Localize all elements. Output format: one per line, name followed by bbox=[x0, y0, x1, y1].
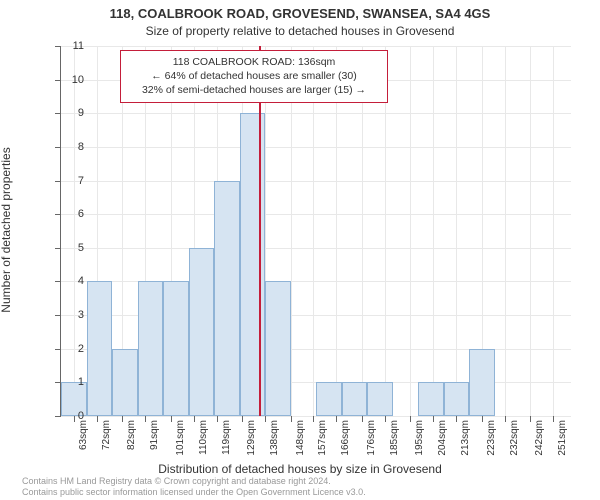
x-tick bbox=[313, 416, 314, 422]
x-tick-label: 91sqm bbox=[149, 420, 160, 450]
x-tick bbox=[553, 416, 554, 422]
x-tick-label: 232sqm bbox=[509, 420, 520, 456]
grid-line-h bbox=[61, 214, 571, 215]
histogram-bar bbox=[87, 281, 113, 416]
x-tick bbox=[97, 416, 98, 422]
y-tick-label: 4 bbox=[60, 275, 84, 287]
info-box: 118 COALBROOK ROAD: 136sqm ← 64% of deta… bbox=[120, 50, 388, 103]
info-box-line3: 32% of semi-detached houses are larger (… bbox=[127, 83, 381, 97]
chart-title-main: 118, COALBROOK ROAD, GROVESEND, SWANSEA,… bbox=[0, 6, 600, 21]
histogram-bar bbox=[342, 382, 368, 416]
x-tick-label: 82sqm bbox=[126, 420, 137, 450]
x-tick-label: 242sqm bbox=[534, 420, 545, 456]
x-tick-label: 204sqm bbox=[437, 420, 448, 456]
x-tick bbox=[265, 416, 266, 422]
x-tick-label: 101sqm bbox=[175, 420, 186, 456]
x-tick-label: 138sqm bbox=[269, 420, 280, 456]
y-tick-label: 5 bbox=[60, 242, 84, 254]
x-tick bbox=[482, 416, 483, 422]
x-tick bbox=[505, 416, 506, 422]
x-tick bbox=[217, 416, 218, 422]
y-tick-label: 11 bbox=[60, 40, 84, 52]
x-tick-label: 119sqm bbox=[221, 420, 232, 455]
grid-line-h bbox=[61, 248, 571, 249]
histogram-bar bbox=[112, 349, 138, 416]
x-tick-label: 157sqm bbox=[317, 420, 328, 456]
info-box-line2: ← 64% of detached houses are smaller (30… bbox=[127, 69, 381, 83]
x-tick-label: 213sqm bbox=[460, 420, 471, 456]
y-tick-label: 3 bbox=[60, 309, 84, 321]
grid-line-v bbox=[505, 46, 506, 416]
histogram-bar bbox=[418, 382, 444, 416]
x-tick-label: 251sqm bbox=[557, 420, 568, 456]
x-tick bbox=[122, 416, 123, 422]
x-tick bbox=[336, 416, 337, 422]
x-tick bbox=[456, 416, 457, 422]
x-tick bbox=[410, 416, 411, 422]
x-tick-label: 72sqm bbox=[101, 420, 112, 450]
grid-line-h bbox=[61, 113, 571, 114]
chart-container: 118, COALBROOK ROAD, GROVESEND, SWANSEA,… bbox=[0, 0, 600, 500]
x-tick-label: 166sqm bbox=[340, 420, 351, 456]
x-tick bbox=[194, 416, 195, 422]
grid-line-v bbox=[433, 46, 434, 416]
y-tick-label: 1 bbox=[60, 376, 84, 388]
y-tick-label: 8 bbox=[60, 141, 84, 153]
y-tick-label: 10 bbox=[60, 74, 84, 86]
histogram-bar bbox=[163, 281, 189, 416]
x-tick bbox=[145, 416, 146, 422]
chart-title-sub: Size of property relative to detached ho… bbox=[0, 24, 600, 38]
x-tick-label: 63sqm bbox=[78, 420, 89, 450]
x-tick-label: 185sqm bbox=[389, 420, 400, 456]
x-tick-label: 176sqm bbox=[366, 420, 377, 456]
x-tick bbox=[433, 416, 434, 422]
grid-line-v bbox=[456, 46, 457, 416]
footer-line2: Contains public sector information licen… bbox=[22, 487, 366, 498]
x-tick bbox=[385, 416, 386, 422]
grid-line-h bbox=[61, 416, 571, 417]
histogram-bar bbox=[214, 181, 240, 416]
x-tick bbox=[242, 416, 243, 422]
histogram-bar bbox=[240, 113, 266, 416]
x-tick-label: 148sqm bbox=[295, 420, 306, 456]
grid-line-h bbox=[61, 181, 571, 182]
y-tick-label: 6 bbox=[60, 208, 84, 220]
y-tick-label: 9 bbox=[60, 107, 84, 119]
footer-text: Contains HM Land Registry data © Crown c… bbox=[22, 476, 366, 499]
histogram-bar bbox=[444, 382, 470, 416]
x-tick-label: 223sqm bbox=[486, 420, 497, 456]
histogram-bar bbox=[469, 349, 495, 416]
x-tick bbox=[530, 416, 531, 422]
grid-line-h bbox=[61, 46, 571, 47]
x-axis-label: Distribution of detached houses by size … bbox=[0, 462, 600, 476]
histogram-bar bbox=[138, 281, 164, 416]
x-tick bbox=[362, 416, 363, 422]
x-tick bbox=[171, 416, 172, 422]
x-tick bbox=[291, 416, 292, 422]
info-box-line1: 118 COALBROOK ROAD: 136sqm bbox=[127, 55, 381, 69]
histogram-bar bbox=[316, 382, 342, 416]
grid-line-v bbox=[530, 46, 531, 416]
histogram-bar bbox=[189, 248, 215, 416]
footer-line1: Contains HM Land Registry data © Crown c… bbox=[22, 476, 366, 487]
y-axis-label: Number of detached properties bbox=[0, 147, 13, 312]
histogram-bar bbox=[265, 281, 291, 416]
y-tick-label: 2 bbox=[60, 343, 84, 355]
x-tick-label: 195sqm bbox=[414, 420, 425, 456]
x-tick-label: 129sqm bbox=[246, 420, 257, 456]
grid-line-h bbox=[61, 147, 571, 148]
grid-line-v bbox=[410, 46, 411, 416]
x-tick-label: 110sqm bbox=[198, 420, 209, 455]
y-tick-label: 0 bbox=[60, 410, 84, 422]
histogram-bar bbox=[367, 382, 393, 416]
grid-line-v bbox=[553, 46, 554, 416]
y-tick-label: 7 bbox=[60, 175, 84, 187]
grid-line-v bbox=[74, 46, 75, 416]
